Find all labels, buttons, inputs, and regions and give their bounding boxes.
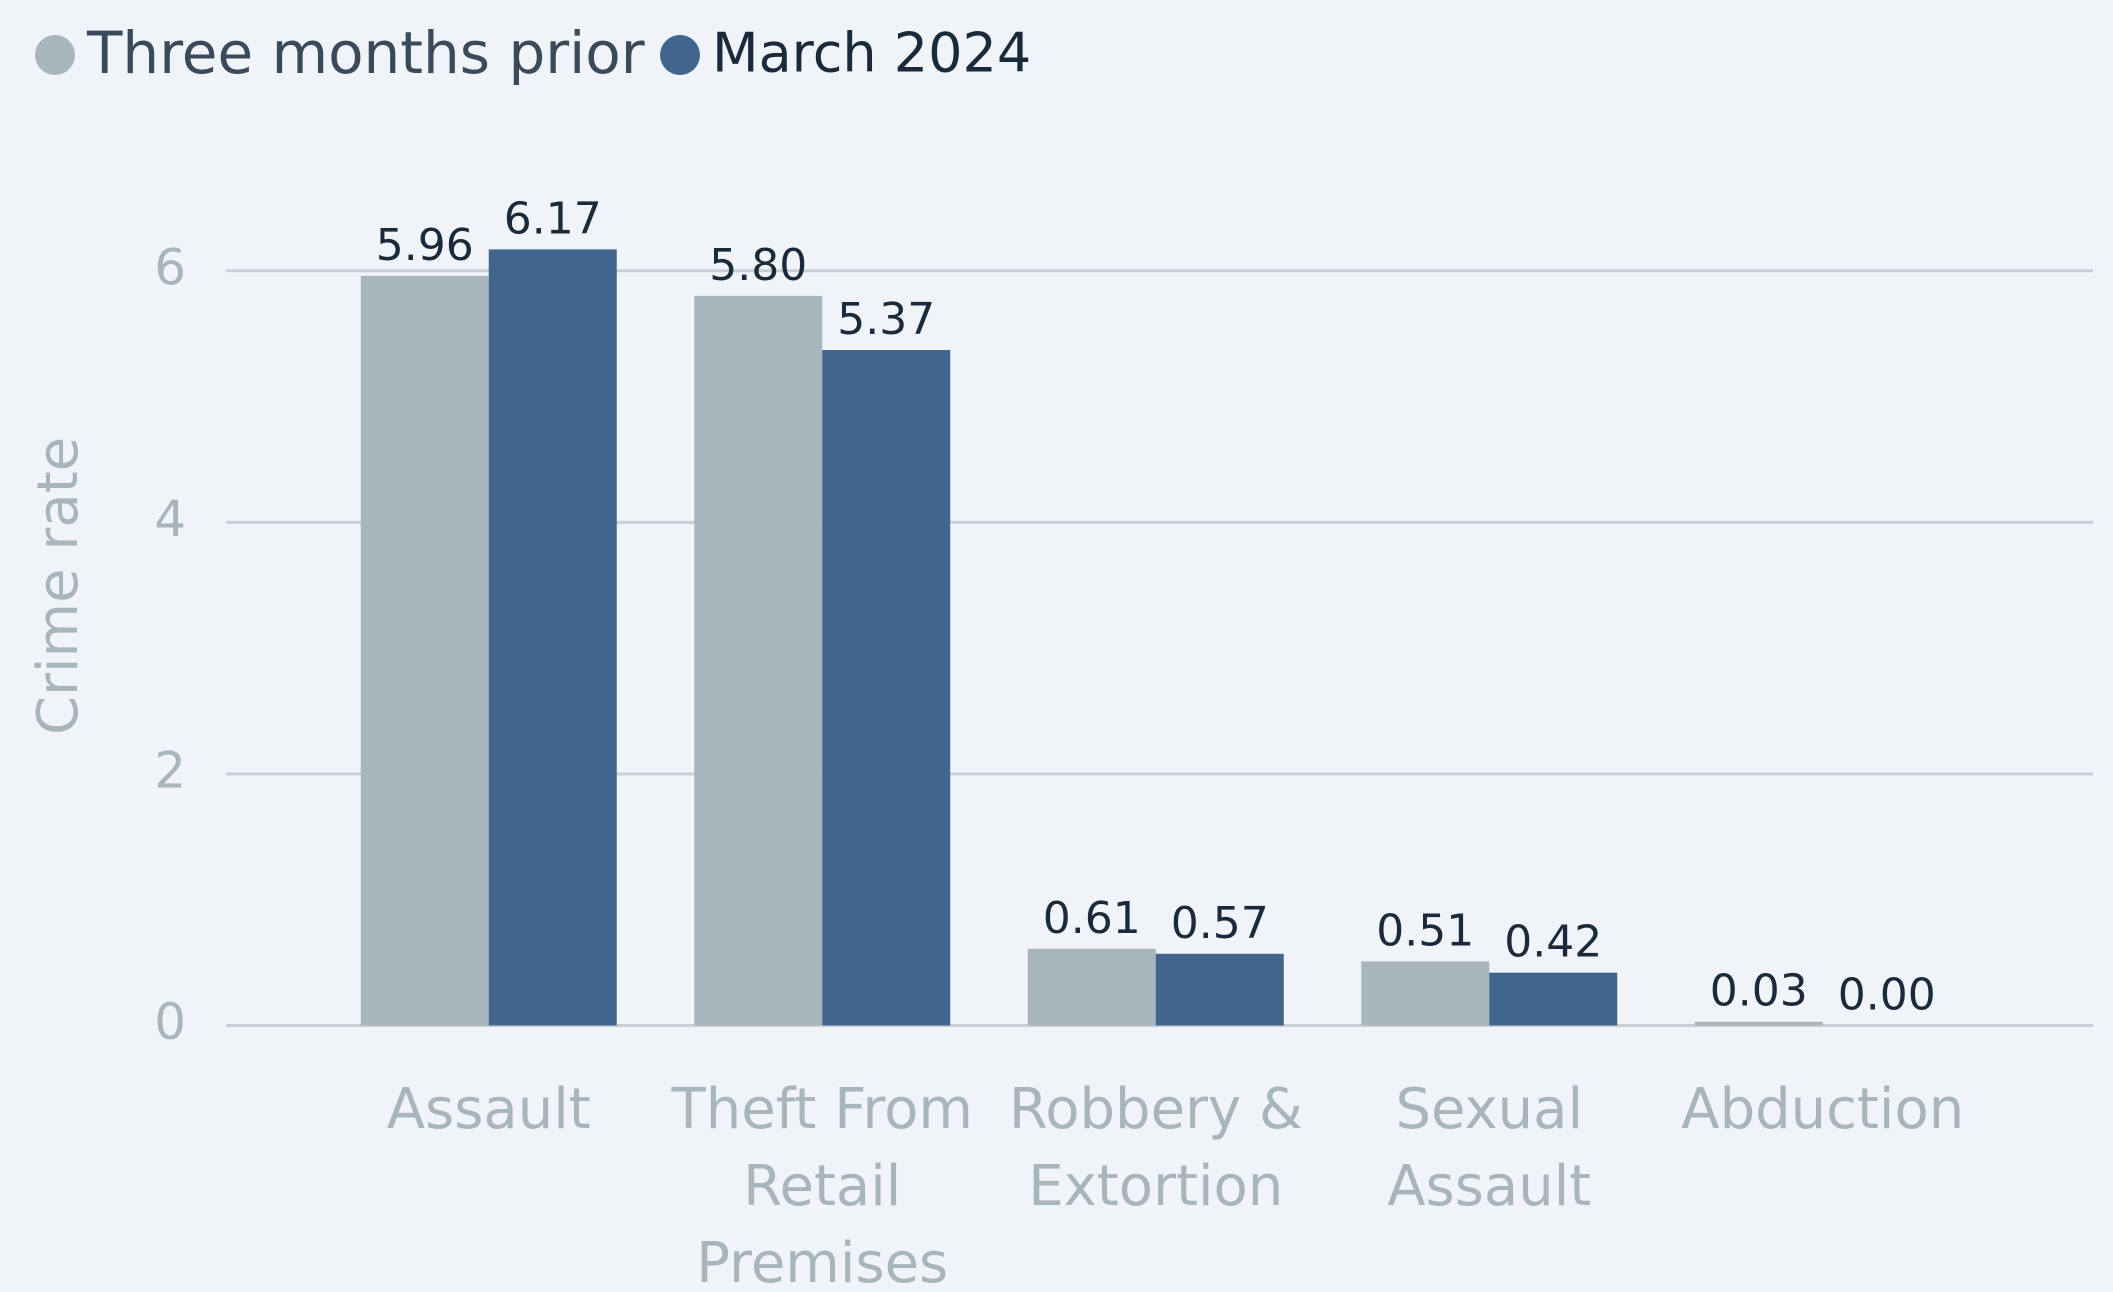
bar [1694, 1021, 1823, 1026]
value-label: 0.61 [1043, 893, 1141, 944]
bar [1489, 972, 1618, 1026]
bar [360, 275, 489, 1026]
y-tick-label: 0 [154, 993, 186, 1051]
x-tick-label: Robbery & Extortion [1009, 1077, 1303, 1219]
y-tick-label: 2 [154, 741, 186, 799]
value-label: 6.17 [504, 193, 602, 244]
legend-marker [660, 35, 700, 75]
x-tick-label: Theft From Retail Premises [671, 1077, 973, 1292]
value-label: 5.96 [376, 220, 474, 271]
value-label: 0.51 [1376, 905, 1474, 956]
value-label: 0.03 [1710, 966, 1808, 1017]
value-label: 0.00 [1838, 970, 1936, 1021]
y-tick-label: 6 [154, 238, 186, 296]
value-label: 0.42 [1504, 917, 1602, 968]
value-label: 0.57 [1171, 898, 1269, 949]
bar [488, 249, 617, 1026]
value-label: 5.37 [837, 294, 935, 345]
x-tick-label: Abduction [1681, 1077, 1964, 1142]
bar [1027, 948, 1156, 1026]
value-label: 5.80 [709, 240, 807, 291]
bar [1155, 953, 1284, 1026]
bar [694, 295, 823, 1026]
legend-marker [35, 35, 75, 75]
x-tick-label: Sexual Assault [1387, 1077, 1591, 1219]
y-tick-label: 4 [154, 490, 186, 548]
legend-label: March 2024 [712, 22, 1031, 85]
legend-label: Three months prior [86, 19, 645, 87]
bar [1361, 961, 1490, 1026]
y-axis-label: Crime rate [26, 437, 91, 735]
bar [822, 350, 951, 1026]
x-tick-label: Assault [387, 1077, 591, 1142]
